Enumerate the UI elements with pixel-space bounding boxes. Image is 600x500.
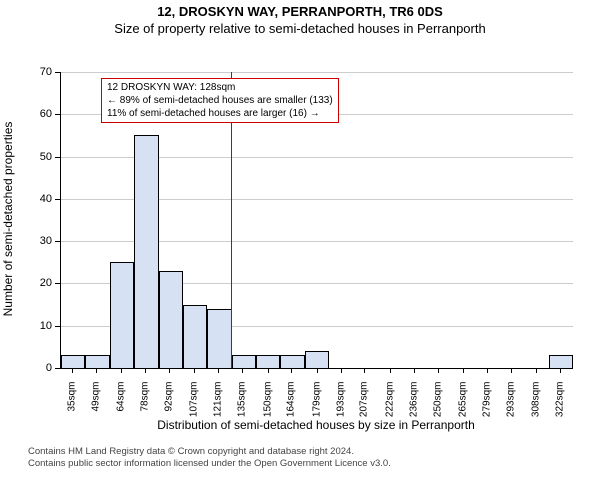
title-line-1: 12, DROSKYN WAY, PERRANPORTH, TR6 0DS [0, 0, 600, 19]
ytick-label: 10 [0, 320, 52, 332]
ytick-mark [55, 283, 60, 284]
ytick-mark [55, 199, 60, 200]
xtick-mark [317, 368, 318, 373]
xtick-label: 265sqm [458, 382, 469, 422]
histogram-bar [85, 355, 109, 368]
xtick-mark [291, 368, 292, 373]
xtick-label: 279sqm [481, 382, 492, 422]
histogram-bar [232, 355, 256, 368]
xtick-label: 193sqm [335, 382, 346, 422]
xtick-mark [536, 368, 537, 373]
xtick-mark [414, 368, 415, 373]
xtick-label: 150sqm [262, 382, 273, 422]
chart-container: Number of semi-detached properties 12 DR… [0, 36, 600, 446]
histogram-bar [305, 351, 329, 368]
xtick-mark [194, 368, 195, 373]
xtick-mark [145, 368, 146, 373]
xtick-label: 121sqm [213, 382, 224, 422]
histogram-bar [134, 135, 158, 368]
xtick-label: 322sqm [555, 382, 566, 422]
footer: Contains HM Land Registry data © Crown c… [0, 446, 600, 471]
xtick-mark [72, 368, 73, 373]
xtick-label: 164sqm [286, 382, 297, 422]
annot-line-1: 12 DROSKYN WAY: 128sqm [107, 81, 333, 94]
xtick-mark [560, 368, 561, 373]
ytick-label: 70 [0, 66, 52, 78]
ytick-label: 20 [0, 277, 52, 289]
ytick-label: 0 [0, 362, 52, 374]
annotation-box: 12 DROSKYN WAY: 128sqm← 89% of semi-deta… [101, 78, 339, 123]
xtick-label: 179sqm [311, 382, 322, 422]
annot-line-3: 11% of semi-detached houses are larger (… [107, 107, 333, 120]
histogram-bar [207, 309, 231, 368]
ytick-mark [55, 114, 60, 115]
xtick-label: 135sqm [237, 382, 248, 422]
histogram-bar [110, 262, 134, 368]
xtick-label: 92sqm [163, 382, 174, 422]
histogram-bar [549, 355, 573, 368]
xtick-label: 64sqm [116, 382, 127, 422]
xtick-label: 78sqm [140, 382, 151, 422]
title-line-2: Size of property relative to semi-detach… [0, 19, 600, 36]
xtick-label: 293sqm [505, 382, 516, 422]
xtick-mark [341, 368, 342, 373]
xtick-mark [511, 368, 512, 373]
histogram-bar [280, 355, 304, 368]
xtick-mark [364, 368, 365, 373]
ytick-label: 30 [0, 235, 52, 247]
xtick-label: 222sqm [384, 382, 395, 422]
ytick-mark [55, 241, 60, 242]
ytick-label: 40 [0, 193, 52, 205]
ytick-label: 50 [0, 151, 52, 163]
xtick-mark [218, 368, 219, 373]
xtick-label: 207sqm [359, 382, 370, 422]
xtick-label: 107sqm [189, 382, 200, 422]
xtick-label: 49sqm [90, 382, 101, 422]
plot-area: 12 DROSKYN WAY: 128sqm← 89% of semi-deta… [60, 72, 573, 369]
histogram-bar [159, 271, 183, 368]
xtick-mark [268, 368, 269, 373]
ytick-mark [55, 157, 60, 158]
xtick-mark [390, 368, 391, 373]
xtick-label: 250sqm [432, 382, 443, 422]
xtick-label: 308sqm [531, 382, 542, 422]
xtick-mark [487, 368, 488, 373]
histogram-bar [61, 355, 85, 368]
xtick-mark [242, 368, 243, 373]
histogram-bar [256, 355, 280, 368]
xtick-mark [438, 368, 439, 373]
gridline [61, 72, 573, 73]
footer-line-1: Contains HM Land Registry data © Crown c… [28, 446, 600, 458]
footer-line-2: Contains public sector information licen… [28, 458, 600, 470]
ytick-label: 60 [0, 108, 52, 120]
xtick-mark [96, 368, 97, 373]
xtick-label: 35sqm [66, 382, 77, 422]
histogram-bar [183, 305, 207, 368]
ytick-mark [55, 368, 60, 369]
ytick-mark [55, 72, 60, 73]
ytick-mark [55, 326, 60, 327]
xtick-mark [169, 368, 170, 373]
annot-line-2: ← 89% of semi-detached houses are smalle… [107, 94, 333, 107]
xtick-label: 236sqm [408, 382, 419, 422]
xtick-mark [463, 368, 464, 373]
xtick-mark [121, 368, 122, 373]
